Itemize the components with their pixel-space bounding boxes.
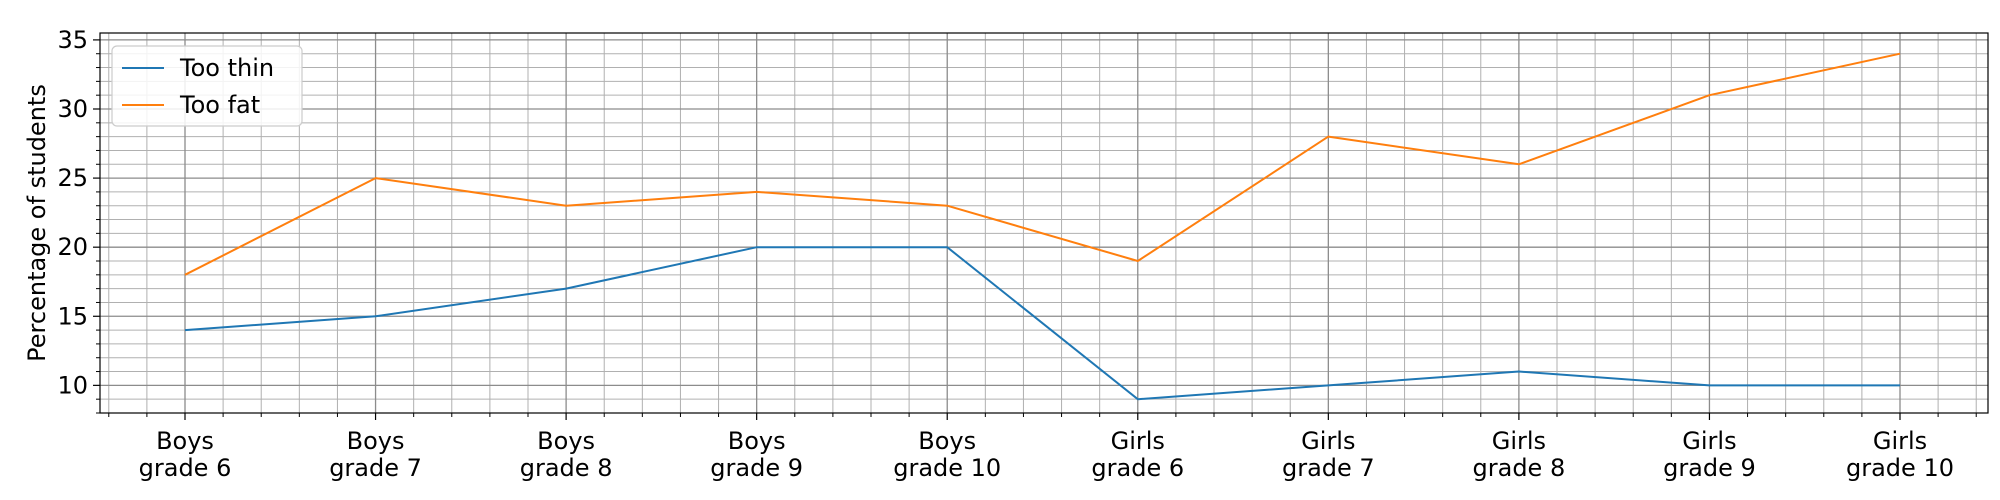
legend: Too thin Too fat xyxy=(111,45,303,127)
legend-label: Too fat xyxy=(179,91,260,119)
x-tick-label: Boys grade 6 xyxy=(139,427,232,482)
x-tick-label: Girls grade 6 xyxy=(1091,427,1184,482)
y-tick-label: 35 xyxy=(57,26,88,54)
legend-item: Too fat xyxy=(122,91,260,119)
major-grid xyxy=(100,33,1988,413)
legend-label: Too thin xyxy=(179,54,274,82)
x-tick-label: Girls grade 7 xyxy=(1282,427,1375,482)
y-tick-label: 30 xyxy=(57,95,88,123)
plot-frame xyxy=(99,32,1989,414)
x-tick-label: Girls grade 10 xyxy=(1846,427,1954,482)
series-line-too-thin xyxy=(184,246,1900,401)
x-tick-label: Girls grade 8 xyxy=(1473,427,1566,482)
y-axis-title: Percentage of students xyxy=(23,84,51,362)
series-line-too-fat xyxy=(184,52,1901,276)
x-tick-label: Boys grade 10 xyxy=(893,427,1001,482)
axis-ticks xyxy=(93,39,1977,420)
series-lines xyxy=(184,52,1901,401)
x-tick-label: Boys grade 9 xyxy=(710,427,803,482)
x-tick-label: Girls grade 9 xyxy=(1663,427,1756,482)
y-tick-label: 10 xyxy=(57,371,88,399)
y-tick-labels: 10 15 20 25 30 35 xyxy=(57,26,88,399)
y-tick-label: 15 xyxy=(57,302,88,330)
x-tick-labels: Boys grade 6 Boys grade 7 Boys grade 8 Boys gra… xyxy=(139,427,1954,482)
minor-grid xyxy=(100,33,1988,414)
y-tick-label: 20 xyxy=(57,233,88,261)
legend-item: Too thin xyxy=(122,54,274,82)
x-tick-label: Boys grade 8 xyxy=(520,427,613,482)
y-tick-label: 25 xyxy=(57,164,88,192)
x-tick-label: Boys grade 7 xyxy=(329,427,422,482)
